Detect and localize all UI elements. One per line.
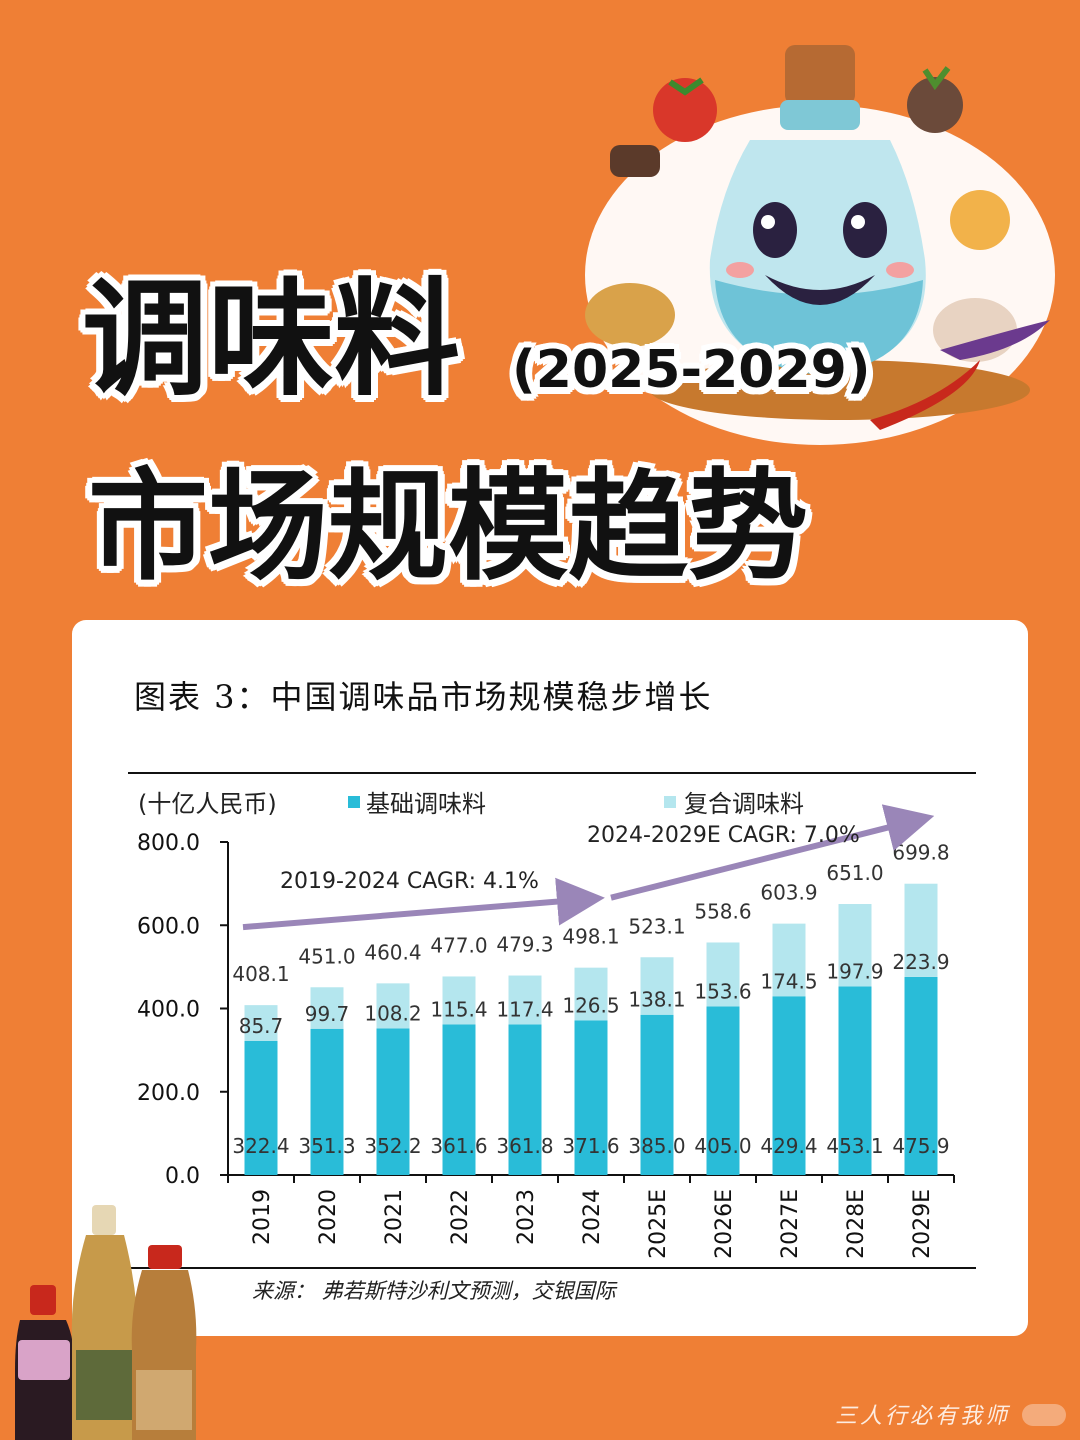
- data-label-total: 460.4: [364, 940, 421, 964]
- data-label-basic: 322.4: [232, 1134, 289, 1158]
- data-label-basic: 475.9: [892, 1134, 949, 1158]
- bar-basic: [772, 996, 806, 1175]
- cagr-label-1: 2019-2024 CAGR: 4.1%: [280, 869, 539, 894]
- bar-basic: [442, 1024, 476, 1175]
- bar-compound: [772, 923, 806, 997]
- data-label-total: 479.3: [496, 933, 553, 957]
- x-tick-label: 2020: [316, 1189, 341, 1245]
- title-line-1: 调味料: [82, 266, 460, 413]
- data-label-total: 408.1: [232, 962, 289, 986]
- bar-basic: [376, 1028, 410, 1175]
- data-label-basic: 361.8: [496, 1134, 553, 1158]
- x-tick-label: 2021: [382, 1189, 407, 1245]
- data-label-total: 477.0: [430, 933, 487, 957]
- data-label-basic: 352.2: [364, 1134, 421, 1158]
- x-tick-label: 2025E: [646, 1189, 671, 1259]
- data-label-total: 498.1: [562, 925, 619, 949]
- cagr-arrow-2: [610, 804, 935, 901]
- bar-basic: [706, 1006, 740, 1175]
- title-years: (2025-2029): [512, 340, 871, 400]
- data-label-compound: 126.5: [562, 993, 619, 1017]
- x-tick-label: 2029E: [910, 1189, 935, 1259]
- bar-compound: [640, 957, 674, 1015]
- stacked-bar-chart: 0.0 200.0 400.0 600.0 800.0 (十亿人民币) 基础调味料 复合调味料…: [128, 772, 976, 1269]
- data-label-basic: 351.3: [298, 1134, 355, 1158]
- legend-swatch-basic: [348, 796, 360, 808]
- x-tick-label: 2022: [448, 1189, 473, 1245]
- x-tick-label: 2027E: [778, 1189, 803, 1259]
- bar-compound: [310, 987, 344, 1029]
- bar-basic: [574, 1020, 608, 1175]
- y-tick-label: 0.0: [165, 1164, 200, 1189]
- data-label-compound: 85.7: [239, 1014, 284, 1038]
- bar-compound: [376, 983, 410, 1029]
- data-label-basic: 429.4: [760, 1134, 817, 1158]
- data-label-total: 558.6: [694, 899, 751, 923]
- data-label-compound: 99.7: [305, 1002, 350, 1026]
- bar-compound: [706, 942, 740, 1007]
- bar-basic: [310, 1028, 344, 1175]
- legend-label-compound: 复合调味料: [684, 790, 804, 818]
- data-label-total: 451.0: [298, 944, 355, 968]
- bar-compound: [442, 976, 476, 1025]
- data-label-compound: 197.9: [826, 959, 883, 983]
- legend-label-basic: 基础调味料: [366, 790, 486, 818]
- bar-basic: [838, 986, 872, 1175]
- legend-swatch-compound: [664, 796, 676, 808]
- y-tick-label: 600.0: [137, 914, 200, 939]
- data-label-compound: 115.4: [430, 997, 487, 1021]
- bar-compound: [244, 1005, 278, 1041]
- title-line-2: 市场规模趋势: [88, 458, 808, 597]
- data-label-compound: 174.5: [760, 969, 817, 993]
- watermark: 三人行必有我师: [834, 1404, 1010, 1429]
- bar-compound: [904, 883, 938, 977]
- seasoning-bottle-mascot-icon: [585, 45, 1055, 445]
- data-label-compound: 138.1: [628, 988, 685, 1012]
- bar-compound: [574, 967, 608, 1021]
- bar-compound: [838, 904, 872, 987]
- watermark-badge: [1022, 1404, 1066, 1426]
- data-label-basic: 371.6: [562, 1134, 619, 1158]
- data-label-total: 523.1: [628, 914, 685, 938]
- y-tick-label: 400.0: [137, 998, 200, 1023]
- cagr-label-2: 2024-2029E CAGR: 7.0%: [587, 823, 860, 848]
- data-label-compound: 223.9: [892, 950, 949, 974]
- data-label-basic: 361.6: [430, 1134, 487, 1158]
- bar-basic: [904, 976, 938, 1175]
- chart-title: 图表 3：中国调味品市场规模稳步增长: [134, 678, 713, 716]
- data-label-compound: 117.4: [496, 997, 553, 1021]
- data-label-compound: 108.2: [364, 1001, 421, 1025]
- x-tick-label: 2024: [580, 1189, 605, 1245]
- data-label-basic: 453.1: [826, 1134, 883, 1158]
- x-tick-label: 2026E: [712, 1189, 737, 1259]
- data-label-total: 699.8: [892, 841, 949, 865]
- chart-source: 来源： 弗若斯特沙利文预测，交银国际: [252, 1275, 616, 1305]
- x-tick-label: 2019: [250, 1189, 275, 1245]
- data-label-compound: 153.6: [694, 979, 751, 1003]
- y-tick-label: 800.0: [137, 831, 200, 856]
- bar-basic: [244, 1040, 278, 1175]
- data-label-basic: 385.0: [628, 1134, 685, 1158]
- chart-source-text: 来源： 弗若斯特沙利文预测，交银国际: [252, 1279, 616, 1303]
- bar-basic: [508, 1024, 542, 1175]
- x-tick-label: 2023: [514, 1189, 539, 1245]
- x-tick-label: 2028E: [844, 1189, 869, 1259]
- bar-compound: [508, 975, 542, 1025]
- chart-card: 图表 3：中国调味品市场规模稳步增长 0.0 200.0 400.0 600.0 800…: [72, 620, 1028, 1336]
- data-label-basic: 405.0: [694, 1134, 751, 1158]
- y-tick-label: 200.0: [137, 1081, 200, 1106]
- unit-label: (十亿人民币): [138, 790, 277, 818]
- cagr-arrow-1: [242, 877, 605, 931]
- sauce-bottles-icon: [15, 1205, 197, 1440]
- bar-basic: [640, 1014, 674, 1175]
- data-label-total: 603.9: [760, 881, 817, 905]
- data-label-total: 651.0: [826, 861, 883, 885]
